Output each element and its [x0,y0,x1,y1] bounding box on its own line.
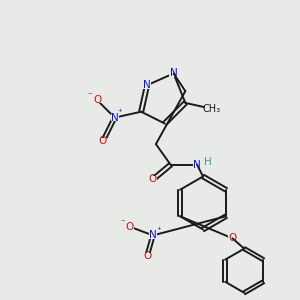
FancyBboxPatch shape [143,253,151,259]
Text: $^{-}$: $^{-}$ [88,90,94,99]
Text: $^+$: $^+$ [155,226,162,235]
Text: O: O [143,251,151,261]
Text: O: O [228,233,237,243]
FancyBboxPatch shape [93,97,101,103]
Text: N: N [149,230,157,240]
Text: O: O [125,222,134,232]
FancyBboxPatch shape [169,70,178,77]
FancyBboxPatch shape [205,105,218,112]
Text: O: O [99,136,107,146]
Text: N: N [143,80,151,90]
Text: O: O [149,174,157,184]
FancyBboxPatch shape [149,232,157,239]
Text: N: N [170,68,177,78]
Text: H: H [204,157,212,167]
FancyBboxPatch shape [228,235,237,242]
Text: CH₃: CH₃ [203,104,221,114]
FancyBboxPatch shape [125,223,134,230]
FancyBboxPatch shape [193,161,201,168]
FancyBboxPatch shape [149,176,157,183]
FancyBboxPatch shape [142,82,152,89]
FancyBboxPatch shape [99,138,107,144]
Text: $^{-}$: $^{-}$ [120,217,126,226]
Text: $^+$: $^+$ [116,108,124,117]
Text: N: N [193,160,201,170]
Text: N: N [111,112,119,123]
FancyBboxPatch shape [110,114,119,121]
Text: O: O [93,95,101,105]
